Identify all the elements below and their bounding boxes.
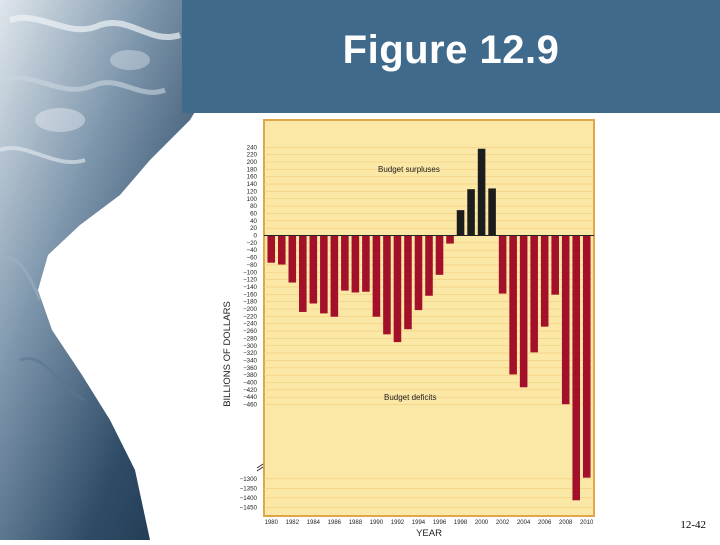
y-tick-label: −180 — [243, 299, 257, 306]
bar-1991 — [383, 235, 391, 335]
y-tick-label: −460 — [243, 402, 257, 409]
y-tick-label: −260 — [243, 328, 257, 335]
bar-1990 — [372, 235, 381, 317]
y-tick-label: −400 — [243, 380, 257, 387]
y-tick-label: 140 — [247, 181, 258, 188]
bar-1986 — [330, 235, 339, 317]
x-tick-label: 2000 — [475, 520, 489, 526]
y-tick-label: −220 — [243, 313, 257, 320]
bar-1980 — [267, 235, 276, 263]
y-tick-label: 0 — [254, 233, 258, 240]
y-tick-label: −200 — [243, 306, 257, 313]
y-tick-label: −80 — [247, 262, 258, 269]
bar-2005 — [530, 235, 538, 353]
y-tick-label: −300 — [243, 343, 257, 350]
bar-1995 — [425, 235, 433, 296]
x-tick-label: 2004 — [517, 520, 531, 526]
bar-1998 — [456, 210, 465, 236]
y-tick-label: −120 — [243, 277, 257, 284]
y-tick-label: 60 — [250, 210, 257, 217]
bar-2008 — [561, 235, 570, 405]
x-tick-label: 1982 — [286, 520, 300, 526]
y-tick-label: 20 — [250, 225, 257, 232]
budget-chart: 240 220 200 180 160 140 120 100 80 60 40 20 0 −20 −40−… — [216, 114, 604, 540]
y-tick-label: −240 — [243, 321, 257, 328]
y-tick-label: 200 — [247, 159, 258, 166]
y-tick-label: −360 — [243, 365, 257, 372]
y-tick-label: 100 — [247, 196, 258, 203]
bar-1988 — [351, 235, 360, 293]
bar-2006 — [540, 235, 549, 327]
y-tick-label: 160 — [247, 174, 258, 181]
x-tick-label: 2006 — [538, 520, 552, 526]
y-tick-label: −40 — [247, 247, 258, 254]
slide-number: 12-42 — [680, 519, 706, 531]
bar-1984 — [309, 235, 318, 304]
y-tick-label: −340 — [243, 357, 257, 364]
bar-1981 — [277, 235, 286, 265]
x-axis-title: YEAR — [416, 528, 442, 539]
y-tick-label: −380 — [243, 372, 257, 379]
y-tick-label: 240 — [247, 144, 258, 151]
annotation-surpluses: Budget surpluses — [378, 165, 440, 174]
y-tick-label: 220 — [247, 152, 258, 159]
annotation-deficits: Budget deficits — [384, 393, 436, 402]
slide-title: Figure 12.9 — [342, 28, 560, 72]
x-tick-label: 1980 — [265, 520, 279, 526]
y-tick-label: 120 — [247, 188, 258, 195]
ice-background-image — [0, 0, 215, 540]
y-tick-label: −160 — [243, 291, 257, 298]
x-tick-label: 2010 — [580, 520, 594, 526]
y-tick-label: −140 — [243, 284, 257, 291]
bar-1985 — [320, 235, 328, 314]
y-tick-label: −1350 — [240, 485, 258, 492]
x-tick-label: 1994 — [412, 520, 426, 526]
x-tick-label: 1990 — [370, 520, 384, 526]
y-tick-label: −1450 — [240, 504, 258, 511]
bar-1993 — [404, 235, 412, 330]
bar-1999 — [467, 189, 475, 236]
bar-1994 — [414, 235, 423, 311]
x-tick-label: 1996 — [433, 520, 447, 526]
x-tick-label: 2008 — [559, 520, 573, 526]
budget-chart-svg: 240220200180160140120100806040200−20−40−… — [222, 119, 595, 539]
bar-2000 — [477, 148, 486, 236]
x-tick-label: 1986 — [328, 520, 342, 526]
x-tick-label: 1998 — [454, 520, 468, 526]
bar-2007 — [551, 235, 559, 295]
x-tick-label: 1988 — [349, 520, 363, 526]
x-tick-label: 2002 — [496, 520, 510, 526]
x-tick-label: 1984 — [307, 520, 321, 526]
bar-2004 — [519, 235, 528, 388]
bar-1992 — [393, 235, 402, 343]
slide-header-band — [182, 0, 720, 113]
y-tick-label: −320 — [243, 350, 257, 357]
bar-1983 — [299, 235, 307, 312]
bar-2010 — [582, 235, 591, 478]
bar-1987 — [341, 235, 349, 291]
y-tick-label: −440 — [243, 394, 257, 401]
bar-1982 — [288, 235, 297, 283]
bar-1996 — [435, 235, 444, 275]
bar-2002 — [498, 235, 507, 294]
axis-break-mark — [256, 463, 264, 472]
bar-2009 — [572, 235, 581, 501]
y-tick-label: −420 — [243, 387, 257, 394]
y-tick-label: −100 — [243, 269, 257, 276]
x-tick-label: 1992 — [391, 520, 405, 526]
y-tick-label: −1300 — [240, 476, 258, 483]
plot-area — [263, 119, 595, 517]
y-tick-label: −1400 — [240, 495, 258, 502]
y-tick-label: 180 — [247, 166, 258, 173]
y-tick-label: −20 — [247, 240, 258, 247]
y-tick-label: 40 — [250, 218, 257, 225]
bar-2001 — [488, 188, 496, 236]
bar-1989 — [362, 235, 370, 292]
bar-1997 — [446, 235, 454, 244]
y-axis-title: BILLIONS OF DOLLARS — [222, 301, 233, 407]
y-tick-label: −280 — [243, 335, 257, 342]
y-tick-label: −60 — [247, 255, 258, 262]
y-tick-label: 80 — [250, 203, 257, 210]
bar-2003 — [509, 235, 517, 375]
